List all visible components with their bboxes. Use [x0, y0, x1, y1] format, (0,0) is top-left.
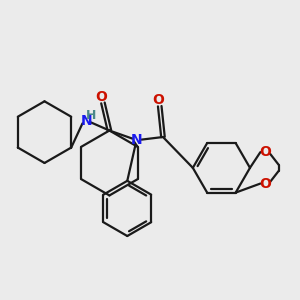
Text: O: O — [260, 177, 272, 190]
Text: N: N — [131, 133, 143, 147]
Text: O: O — [95, 90, 107, 104]
Text: N: N — [81, 114, 92, 128]
Text: O: O — [152, 93, 164, 107]
Text: O: O — [260, 145, 272, 159]
Text: H: H — [86, 110, 96, 122]
